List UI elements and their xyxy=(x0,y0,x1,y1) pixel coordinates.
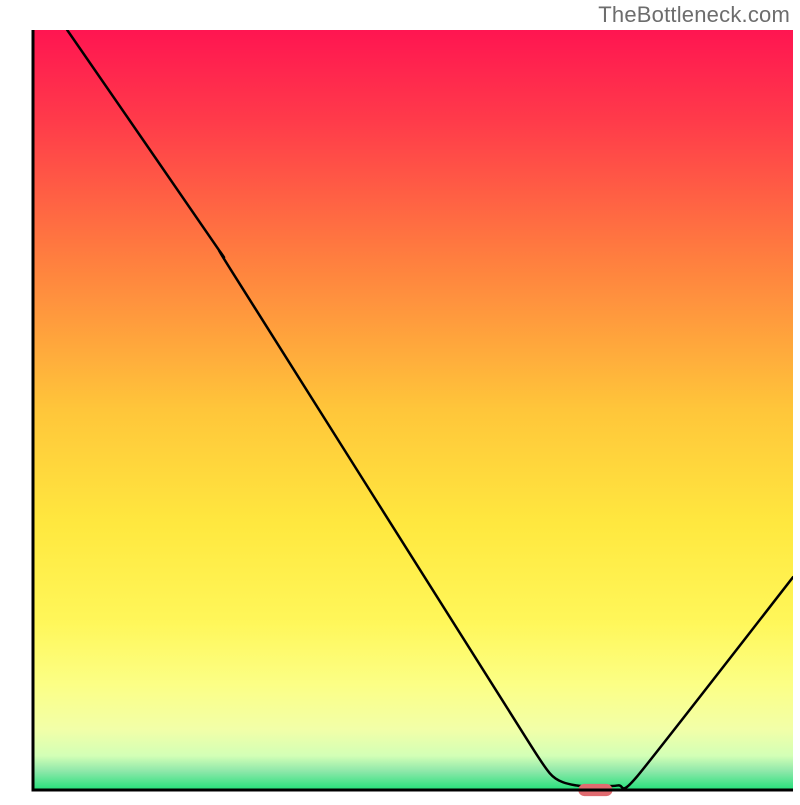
watermark-text: TheBottleneck.com xyxy=(598,2,790,28)
bottleneck-chart: TheBottleneck.com xyxy=(0,0,800,800)
chart-svg xyxy=(0,0,800,800)
